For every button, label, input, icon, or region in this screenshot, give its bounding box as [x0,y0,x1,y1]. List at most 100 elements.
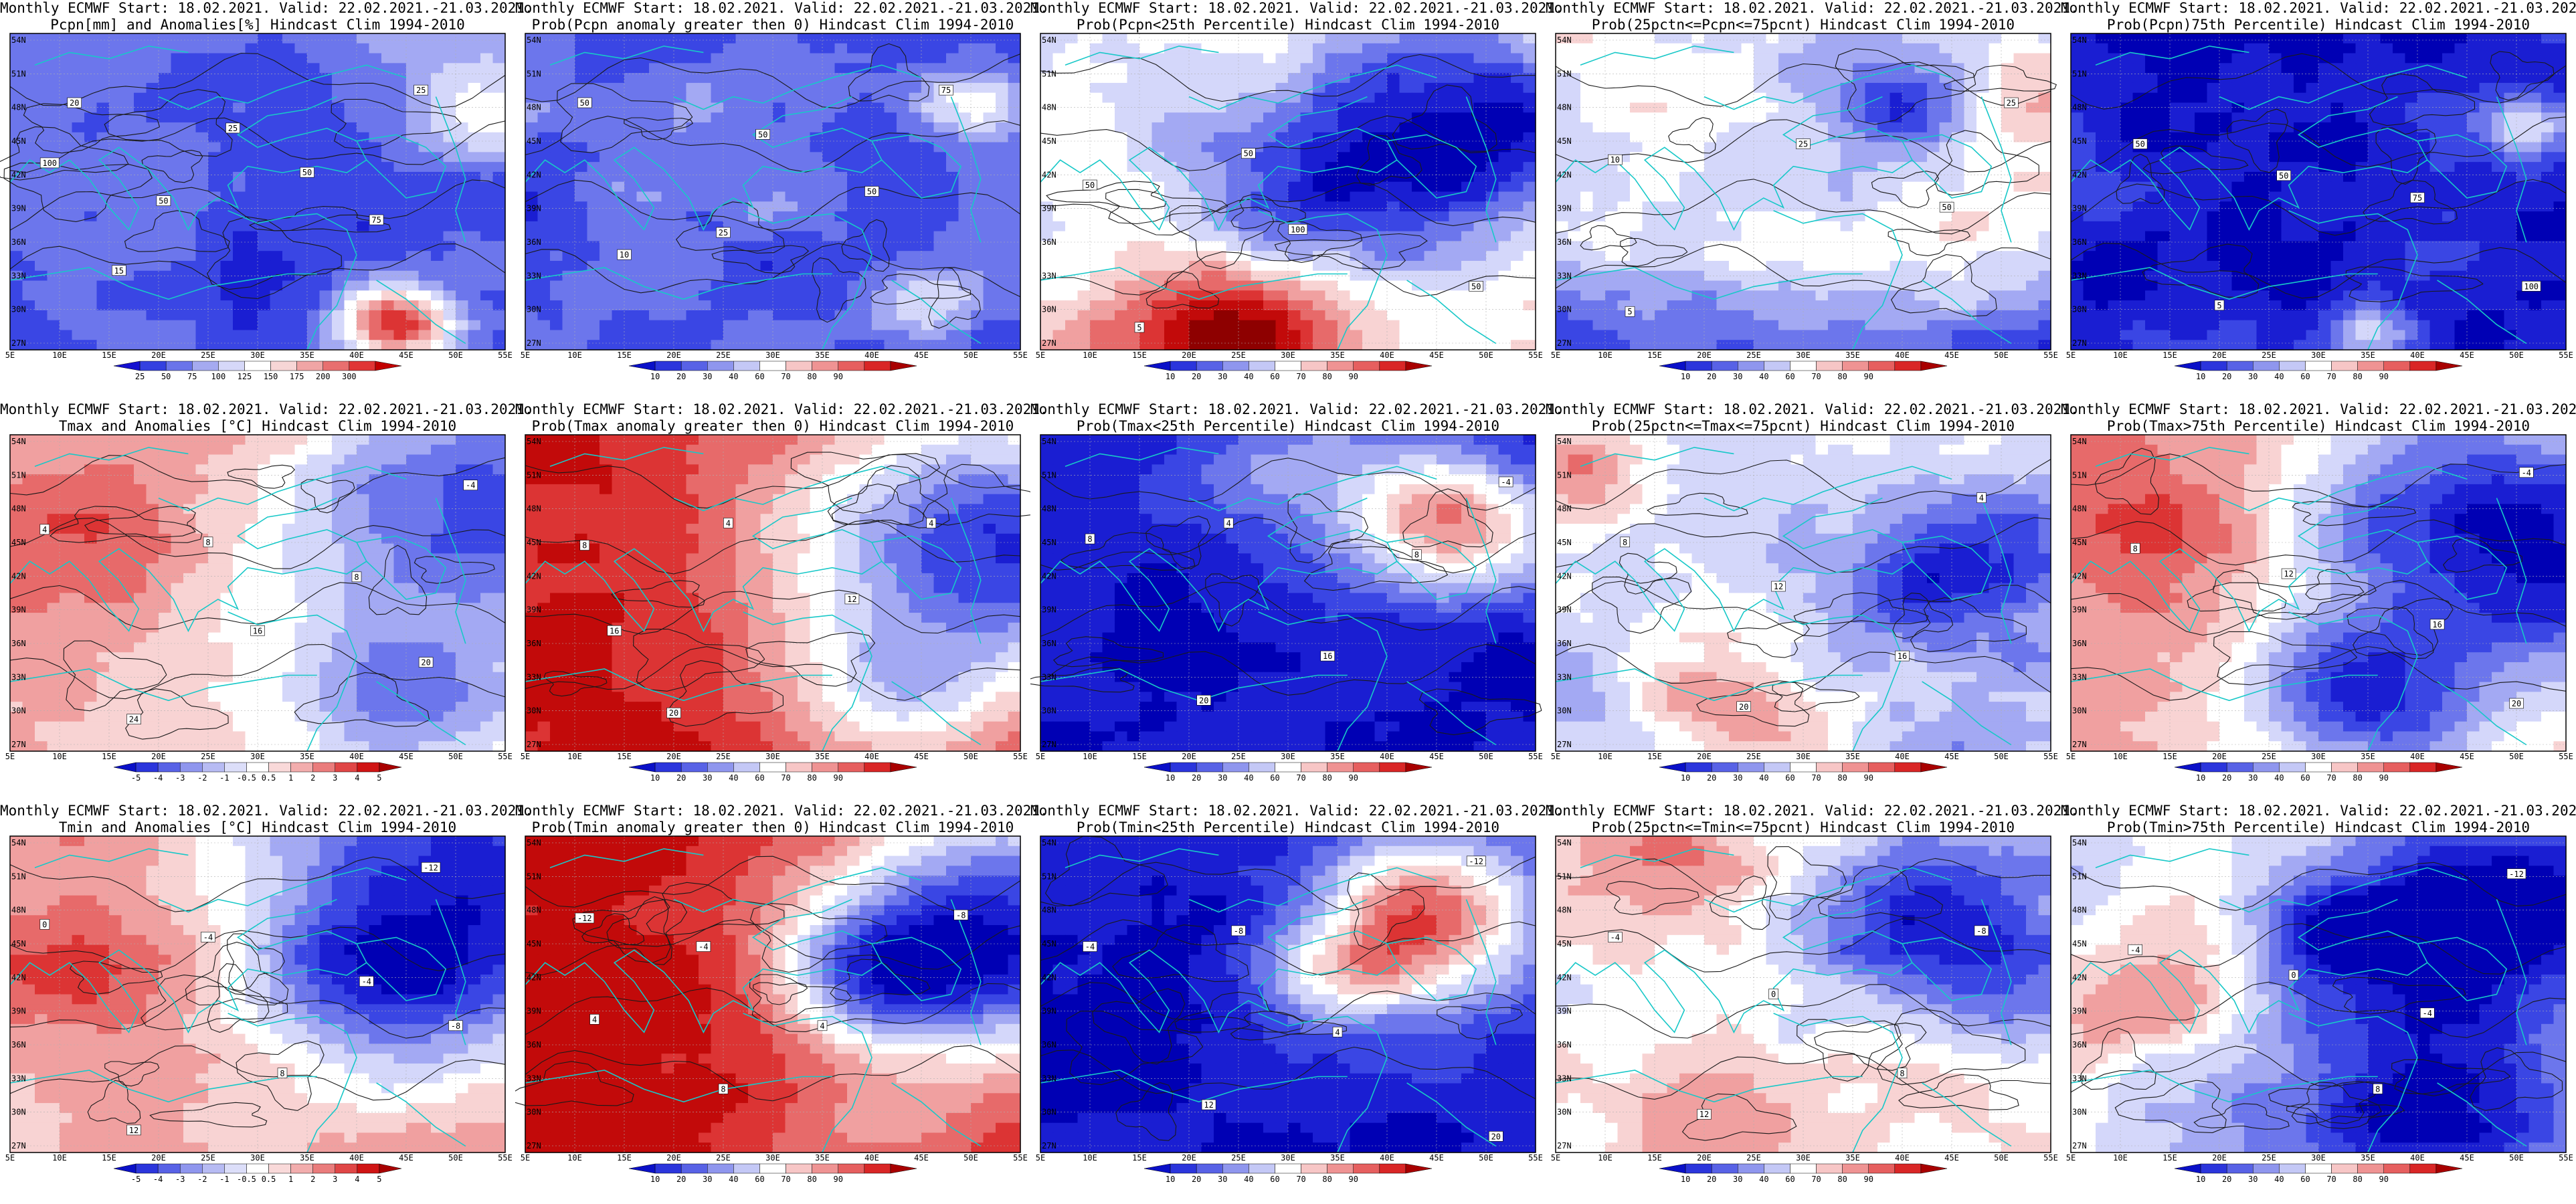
panel-title-line1: Monthly ECMWF Start: 18.02.2021. Valid: … [0,401,533,418]
lon-tick-label: 30E [2311,752,2326,761]
coastlines [1040,45,1497,350]
value-label: 50 [2132,138,2148,149]
lat-tick-label: 36N [527,237,541,247]
lat-tick-label: 39N [527,1007,541,1016]
lon-tick-label: 45E [1944,350,1959,360]
panel-title-line1: Monthly ECMWF Start: 18.02.2021. Valid: … [1030,0,1564,17]
lat-tick-label: 30N [527,1108,541,1117]
lon-tick-label: 45E [2460,752,2474,761]
lon-tick-label: 45E [399,350,413,360]
lat-tick-label: 39N [1557,204,1572,213]
lon-tick-label: 5E [1036,1153,1045,1163]
colorbar-tick-label: 10 [650,773,660,783]
panel-title-line2: Prob(Tmin<25th Percentile) Hindcast Clim… [1030,819,1546,836]
map-panel-p-tmin-gt75: Monthly ECMWF Start: 18.02.2021. Valid: … [2061,803,2576,1204]
lat-tick-label: 30N [1042,1108,1056,1117]
lon-tick-label: 40E [349,752,364,761]
colorbar-tick-label: 10 [1166,773,1175,783]
lon-tick-label: 15E [2163,752,2177,761]
lat-tick-label: 54N [1042,838,1056,847]
colorbar-tick-label: 30 [1733,372,1742,381]
lat-tick-label: 33N [2072,672,2087,682]
colorbar-tick-label: 75 [187,372,197,381]
value-label: 50 [1939,201,1954,213]
lon-tick-label: 10E [1598,350,1613,360]
axis-labels: 5E 10E 15E 20E 25E 30E 35E 40E 45E 50E 55E54N51N48… [5,437,513,761]
value-label: 8 [1897,1068,1908,1079]
lat-tick-label: 54N [527,437,541,446]
lat-tick-label: 36N [2072,1040,2087,1049]
panel-title-line1: Monthly ECMWF Start: 18.02.2021. Valid: … [1546,803,2079,819]
map-panel-p-pcpn-lt25: Monthly ECMWF Start: 18.02.2021. Valid: … [1030,0,1564,401]
colorbar-tick-label: 40 [1759,773,1768,783]
lat-tick-label: 39N [527,605,541,615]
colorbar: 10 20 30 40 60 70 80 90 [2174,762,2463,783]
value-labels: -4 -8 -12 4 12 20 [1083,856,1503,1142]
contour-lines [2070,447,2567,701]
lon-tick-label: 15E [1647,350,1662,360]
lon-tick-label: 15E [1647,752,1662,761]
contour-lines [525,452,1030,727]
value-label: 0 [39,919,50,930]
colorbar-tick-label: 60 [1270,1175,1279,1184]
lat-tick-label: 48N [1042,504,1056,514]
svg-text:75: 75 [941,86,951,95]
lat-tick-label: 51N [1557,470,1572,480]
map-panel-p-tmin-anom: Monthly ECMWF Start: 18.02.2021. Valid: … [0,803,533,1204]
colorbar-tick-label: 90 [834,773,843,783]
colorbar-tick-label: 60 [1785,773,1795,783]
lat-tick-label: 36N [527,1040,541,1049]
value-label: 50 [1240,148,1256,159]
colorbar-tick-label: 70 [1296,372,1305,381]
lon-tick-label: 10E [52,752,67,761]
colorbar-tick-label: 90 [834,1175,843,1184]
value-label: 25 [1796,138,1811,149]
map-frame [525,33,1021,350]
lon-tick-label: 55E [1013,1153,1028,1163]
lon-tick-label: 5E [1036,752,1045,761]
value-label: 12 [1697,1108,1712,1120]
value-label: 16 [2429,619,2445,630]
field-raster [1556,836,2051,1153]
coastlines [525,447,982,752]
lat-tick-label: 45N [1042,538,1056,547]
colorbar-tick-label: 10 [2196,372,2205,381]
lat-tick-label: 54N [2072,35,2087,45]
colorbar-tick-label: 80 [2353,372,2362,381]
colorbar-tick-label: 80 [807,773,816,783]
lat-tick-label: 48N [1042,103,1056,112]
lon-tick-label: 15E [617,752,632,761]
colorbar-tick-label: 2 [310,773,315,783]
svg-text:20: 20 [70,98,79,108]
colorbar-tick-label: 30 [2248,773,2258,783]
lon-tick-label: 15E [2163,350,2177,360]
lon-tick-label: 15E [102,752,116,761]
axis-labels: 5E 10E 15E 20E 25E 30E 35E 40E 45E 50E 55E54N51N48… [521,35,1028,360]
lon-tick-label: 5E [2066,1153,2076,1163]
colorbar-tick-label: 2 [310,1175,315,1184]
colorbar-tick-label: 40 [729,1175,738,1184]
svg-text:25: 25 [228,124,238,133]
lat-tick-label: 36N [1042,639,1056,648]
field-raster [1040,836,1536,1153]
lat-tick-label: 48N [11,504,26,514]
colorbar-tick-label: 80 [2353,773,2362,783]
lon-tick-label: 30E [1796,350,1811,360]
colorbar: 10 20 30 40 60 70 80 90 [1659,1163,1948,1184]
lon-tick-label: 5E [1551,350,1560,360]
colorbar-tick-label: -3 [175,1175,185,1184]
lat-tick-label: 42N [1042,170,1056,179]
colorbar-tick-label: 20 [1192,773,1201,783]
panel-title: Monthly ECMWF Start: 18.02.2021. Valid: … [515,803,1048,836]
lat-tick-label: 33N [1557,1074,1572,1083]
value-label: 75 [369,214,384,225]
colorbar-tick-label: 20 [1192,1175,1201,1184]
lat-tick-label: 27N [11,1141,26,1150]
lon-tick-label: 50E [1994,1153,2009,1163]
lon-tick-label: 20E [151,350,166,360]
lon-tick-label: 40E [349,1153,364,1163]
lon-tick-label: 30E [1796,1153,1811,1163]
map-frame [1040,33,1536,350]
lon-tick-label: 30E [2311,1153,2326,1163]
colorbar: 10 20 30 40 60 70 80 90 [1143,361,1433,381]
